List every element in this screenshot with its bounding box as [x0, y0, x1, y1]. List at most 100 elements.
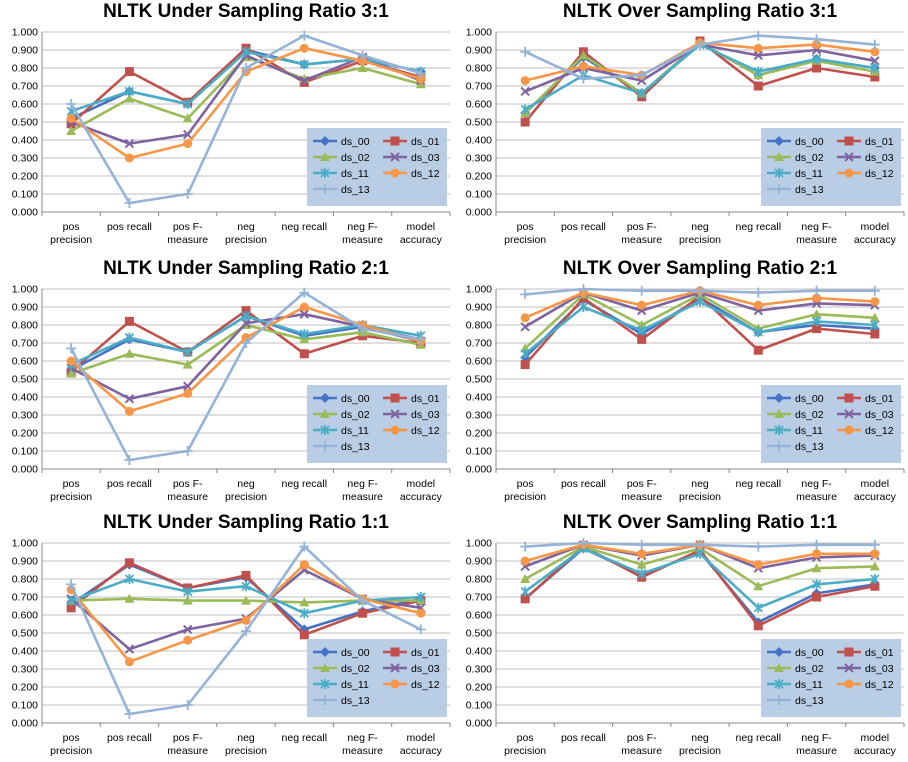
x-tick-label: pos recall — [107, 732, 152, 744]
legend-label: ds_13 — [341, 441, 370, 453]
chart-panel: NLTK Under Sampling Ratio 3:1 0.000 0.100 0… — [12, 1, 451, 246]
data-point-ds_02 — [520, 574, 531, 583]
data-point-ds_03 — [299, 309, 309, 319]
legend-label: ds_03 — [411, 409, 440, 421]
y-tick-label: 0.400 — [466, 646, 492, 658]
y-tick-label: 0.800 — [466, 63, 492, 75]
data-point-ds_01 — [870, 72, 880, 82]
legend-marker-ds_01 — [390, 393, 400, 403]
data-point-ds_01 — [124, 316, 134, 326]
legend-label: ds_11 — [341, 679, 369, 691]
y-tick-label: 0.900 — [466, 45, 492, 57]
legend-label: ds_12 — [865, 679, 894, 691]
data-point-ds_13 — [182, 189, 193, 199]
data-point-ds_12 — [812, 293, 822, 303]
data-point-ds_12 — [578, 61, 588, 71]
legend-marker-ds_00 — [320, 393, 330, 403]
data-point-ds_13 — [124, 709, 135, 719]
data-point-ds_02 — [869, 312, 880, 322]
legend-label: ds_02 — [795, 409, 824, 421]
y-tick-label: 0.300 — [466, 664, 492, 676]
data-point-ds_13 — [811, 539, 822, 550]
data-point-ds_13 — [520, 289, 531, 300]
chart-title: NLTK Under Sampling Ratio 3:1 — [103, 1, 389, 22]
legend-label: ds_02 — [795, 152, 824, 164]
x-tick-label: model accuracy — [854, 732, 897, 757]
y-tick-label: 0.300 — [466, 153, 492, 165]
data-point-ds_13 — [415, 334, 426, 345]
data-point-ds_12 — [183, 139, 193, 149]
data-point-ds_03 — [124, 644, 135, 654]
y-tick-label: 0.600 — [466, 610, 492, 622]
x-tick-label: pos precision — [50, 478, 92, 503]
data-point-ds_12 — [416, 608, 426, 618]
data-point-ds_13 — [811, 34, 822, 45]
data-point-ds_03 — [520, 86, 530, 97]
data-point-ds_03 — [124, 394, 135, 404]
x-tick-label: pos F-measure — [621, 221, 662, 246]
data-point-ds_13 — [299, 287, 310, 298]
data-point-ds_12 — [812, 549, 822, 559]
y-tick-label: 0.500 — [466, 117, 492, 129]
chart-title: NLTK Over Sampling Ratio 3:1 — [563, 1, 838, 22]
y-tick-label: 0.200 — [12, 171, 38, 183]
legend-label: ds_01 — [411, 647, 440, 659]
y-tick-label: 0.600 — [466, 99, 492, 111]
data-point-ds_02 — [299, 597, 310, 607]
y-tick-label: 0.100 — [12, 446, 38, 458]
data-point-ds_11 — [124, 86, 135, 97]
x-tick-label: neg F-measure — [796, 221, 837, 246]
y-tick-label: 0.400 — [12, 646, 38, 658]
data-point-ds_11 — [299, 329, 309, 339]
legend-label: ds_13 — [795, 441, 824, 453]
x-tick-label: neg recall — [736, 732, 782, 744]
data-point-ds_11 — [870, 63, 880, 73]
data-point-ds_13 — [182, 446, 193, 456]
legend-label: ds_03 — [865, 152, 894, 164]
data-point-ds_13 — [66, 579, 77, 590]
x-tick-label: pos precision — [504, 732, 546, 757]
legend-label: ds_02 — [795, 663, 824, 675]
legend-label: ds_12 — [411, 168, 440, 180]
data-point-ds_02 — [182, 359, 193, 369]
x-tick-label: pos F-measure — [621, 478, 662, 503]
data-point-ds_11 — [637, 568, 647, 579]
data-point-ds_11 — [870, 574, 880, 584]
y-tick-label: 0.200 — [466, 682, 492, 694]
legend-marker-ds_11 — [774, 679, 784, 689]
legend-marker-ds_00 — [320, 136, 330, 146]
legend-label: ds_01 — [865, 393, 894, 405]
legend-marker-ds_01 — [844, 393, 854, 403]
data-point-ds_11 — [299, 59, 309, 70]
x-tick-label: neg recall — [282, 478, 328, 490]
y-tick-label: 0.400 — [466, 392, 492, 404]
data-point-ds_13 — [182, 700, 193, 710]
data-point-ds_02 — [415, 79, 426, 89]
legend-marker-ds_00 — [774, 647, 784, 657]
data-point-ds_12 — [124, 153, 134, 163]
y-tick-label: 0.000 — [12, 207, 38, 219]
legend-marker-ds_02 — [320, 663, 330, 672]
data-point-ds_13 — [695, 539, 705, 550]
legend-marker-ds_02 — [774, 663, 784, 672]
x-tick-label: neg F-measure — [796, 478, 837, 503]
data-point-ds_11 — [578, 302, 589, 312]
legend-label: ds_02 — [341, 409, 370, 421]
legend-label: ds_11 — [795, 168, 823, 180]
data-point-ds_12 — [66, 113, 76, 123]
y-tick-label: 0.900 — [12, 556, 38, 568]
data-point-ds_13 — [241, 338, 251, 348]
data-point-ds_13 — [241, 63, 251, 73]
x-tick-label: neg precision — [679, 732, 721, 757]
legend-marker-ds_03 — [390, 152, 400, 162]
y-tick-label: 0.200 — [12, 682, 38, 694]
data-point-ds_01 — [753, 345, 763, 355]
x-tick-label: pos F-measure — [167, 478, 208, 503]
y-tick-label: 0.000 — [12, 464, 38, 476]
data-point-ds_01 — [812, 63, 822, 73]
legend-label: ds_00 — [341, 647, 370, 659]
x-tick-label: pos precision — [50, 221, 92, 246]
y-tick-label: 0.500 — [12, 117, 38, 129]
